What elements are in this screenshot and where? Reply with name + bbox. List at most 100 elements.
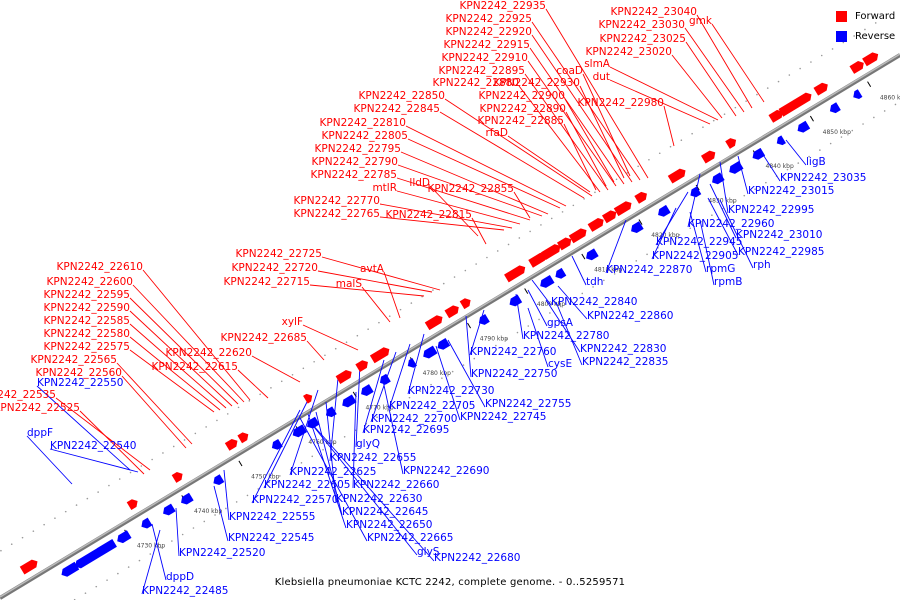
gene-label: rpmG — [706, 263, 735, 275]
gene-label: rph — [753, 259, 771, 271]
track-dot — [842, 41, 845, 44]
leader-line — [302, 324, 359, 351]
leader-line — [321, 256, 441, 291]
leader-line — [355, 363, 361, 448]
track-dot — [129, 471, 132, 474]
forward-gene — [126, 499, 138, 510]
track-dot — [473, 357, 476, 360]
track-dot — [669, 145, 672, 148]
track-dot — [118, 478, 121, 480]
track-dot — [225, 507, 227, 510]
reverse-gene — [141, 517, 153, 529]
track-dot — [54, 517, 56, 519]
reverse-gene — [829, 102, 841, 114]
forward-gene — [667, 168, 686, 184]
leader-line — [237, 369, 269, 399]
track-dot — [745, 100, 747, 102]
leader-line — [685, 41, 737, 117]
track-dot — [518, 237, 521, 239]
forward-gene — [725, 138, 737, 149]
track-dot — [387, 409, 389, 412]
leader-line — [407, 333, 425, 395]
track-dot — [441, 377, 443, 379]
gene-label: KPN2242_22725 — [236, 248, 322, 260]
track-dot — [226, 413, 229, 415]
leader-line — [555, 301, 583, 366]
gene-label: KPN2242_22615 — [152, 361, 238, 373]
gene-labels: KPN2242_22935KPN2242_22925KPN2242_22920K… — [0, 0, 866, 597]
scale-tick — [809, 115, 814, 122]
leader-line — [299, 417, 368, 542]
scale-tick — [867, 81, 872, 87]
gene-label: KPN2242_22945 — [656, 236, 742, 248]
gene-label: KPN2242_23025 — [600, 33, 686, 45]
track-dot — [64, 510, 67, 513]
track-dot — [678, 233, 681, 236]
gene-label: KPN2242_22895 — [439, 65, 525, 77]
gene-label: KPN2242_22795 — [315, 143, 401, 155]
gene-label: KPN2242_22715 — [224, 276, 310, 288]
forward-gene — [19, 559, 38, 575]
forward-gene — [237, 432, 249, 444]
track-dot — [334, 347, 337, 350]
track-dot — [324, 354, 326, 357]
gene-label: KPN2242_22545 — [228, 532, 314, 544]
leader-line — [707, 197, 739, 256]
leader-line — [132, 284, 245, 403]
track-dot — [799, 67, 801, 70]
reverse-gene — [631, 221, 644, 234]
gene-label: ligB — [806, 156, 826, 168]
gene-label: KPN2242_22880 — [433, 77, 519, 89]
track-dot — [399, 308, 402, 311]
leader-line — [513, 191, 531, 219]
reverse-swatch — [836, 30, 847, 42]
leader-line — [26, 435, 73, 485]
leader-line — [545, 8, 649, 179]
track-dot — [734, 106, 737, 109]
leader-line — [361, 286, 391, 323]
gene-label: tdh — [586, 276, 603, 288]
gene-label: KPN2242_22580 — [44, 328, 130, 340]
forward-gene — [424, 315, 443, 331]
gene-label: KPN2242_22985 — [738, 246, 824, 258]
gene-label: KPN2242_22605 — [264, 479, 350, 491]
legend-label-forward: Forward — [855, 10, 896, 22]
forward-gene — [601, 210, 617, 224]
legend-label-reverse: Reverse — [855, 30, 896, 42]
leader-line — [49, 448, 139, 473]
gene-label: KPN2242_22520 — [179, 547, 265, 559]
gene-label: gmk — [689, 15, 713, 27]
leader-line — [609, 66, 719, 121]
gene-label: KPN2242_22785 — [311, 169, 397, 181]
strand-legend: Forward Reverse — [836, 8, 900, 48]
track-dot — [680, 139, 683, 142]
forward-gene — [171, 472, 183, 483]
gene-label: KPN2242_22630 — [336, 493, 422, 505]
gene-label: KPN2242_22980 — [578, 97, 664, 109]
track-dot — [829, 142, 832, 145]
leader-line — [213, 485, 229, 542]
track-dot — [345, 341, 348, 344]
track-dot — [75, 504, 78, 506]
leader-line — [684, 27, 745, 113]
track-dot — [430, 383, 432, 386]
leader-line — [379, 203, 513, 229]
track-dot — [162, 452, 164, 454]
scale-tick — [524, 288, 529, 294]
gene-label: rfaD — [485, 127, 508, 139]
track-dot — [648, 158, 650, 161]
gene-label: KPN2242_22960 — [688, 218, 774, 230]
scale-tick-label: 4840 kbp — [766, 163, 794, 170]
leader-line — [175, 507, 180, 557]
legend-item-reverse: Reverse — [836, 28, 900, 44]
track-dot — [216, 419, 218, 422]
track-dot — [279, 475, 281, 477]
track-dot — [475, 263, 477, 265]
scale-tick — [238, 460, 243, 467]
forward-gene — [556, 237, 572, 251]
track-dot — [151, 458, 153, 461]
leader-line — [129, 297, 239, 405]
leader-line — [531, 34, 633, 183]
track-dot — [743, 194, 746, 197]
